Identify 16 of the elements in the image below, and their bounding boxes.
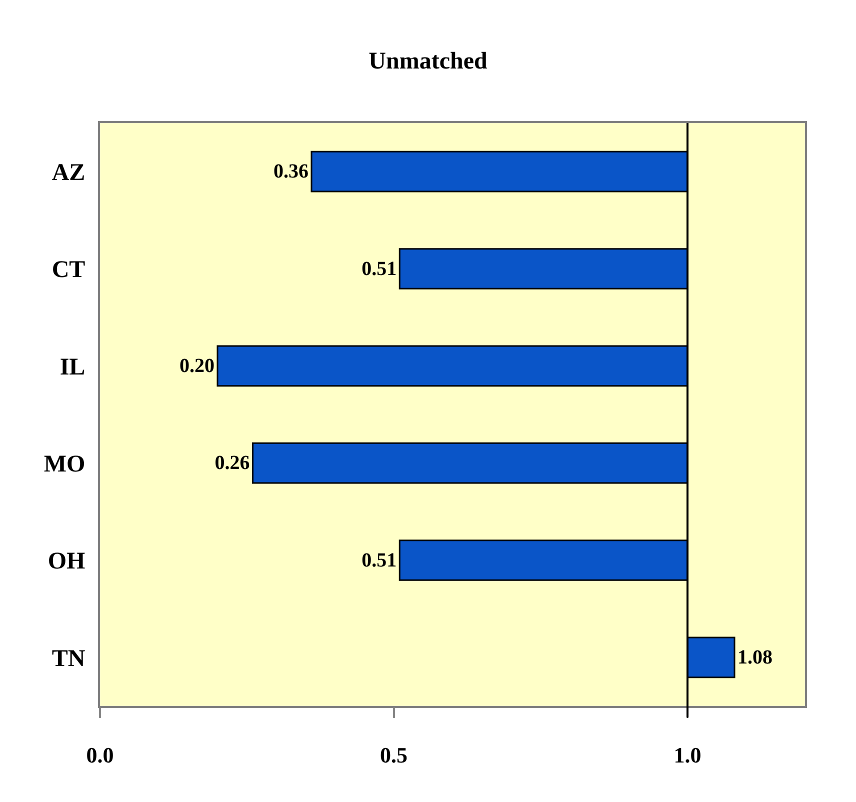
y-tick-label: CT	[52, 257, 86, 284]
y-tick-label: AZ	[52, 160, 86, 186]
data-label: 0.20	[180, 354, 214, 377]
y-tick-label: OH	[48, 548, 86, 575]
x-tick-label: 0.5	[380, 742, 408, 768]
x-tick-label: 1.0	[674, 742, 702, 768]
data-label: 0.51	[362, 549, 397, 572]
data-label: 0.36	[274, 160, 308, 183]
data-label: 0.26	[214, 452, 250, 474]
x-tick-label: 0.0	[86, 742, 114, 768]
y-tick-label: TN	[52, 646, 86, 672]
chart-title: Unmatched	[368, 48, 488, 74]
data-label: 0.51	[362, 258, 397, 280]
y-tick-label: IL	[60, 354, 86, 380]
data-label: 1.08	[738, 646, 772, 668]
y-tick-label: MO	[44, 451, 86, 478]
